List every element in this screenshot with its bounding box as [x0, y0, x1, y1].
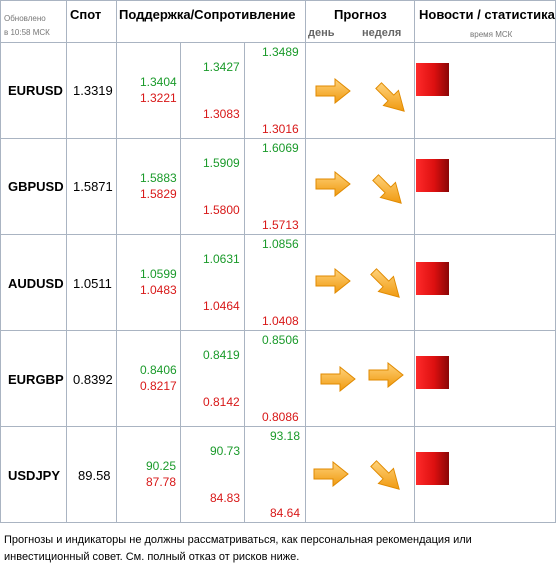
resistance-2: 1.3083 — [203, 107, 240, 121]
spot-eurusd: 1.3319 — [73, 83, 113, 98]
support-3: 0.8506 — [262, 333, 299, 347]
support-2: 90.73 — [210, 444, 241, 458]
pair-audusd: AUDUSD — [8, 276, 64, 291]
pair-gbpusd: GBPUSD — [8, 179, 64, 194]
pair-eurusd: EURUSD — [8, 83, 63, 98]
support-3: 93.18 — [270, 429, 301, 443]
news-square-icon[interactable] — [416, 63, 449, 96]
col-divider — [414, 0, 415, 523]
table-top-border — [0, 0, 556, 1]
resistance-2: 0.8142 — [203, 395, 240, 409]
resistance-3: 0.8086 — [262, 410, 299, 424]
news-square-icon[interactable] — [416, 159, 449, 192]
forecast-week-arrow-down-right-icon — [372, 174, 402, 204]
row-divider — [0, 330, 556, 331]
table-bottom-border — [0, 522, 556, 523]
support-2: 0.8419 — [203, 348, 240, 362]
resistance-3: 1.5713 — [262, 218, 299, 232]
resistance-2: 1.0464 — [203, 299, 240, 313]
news-time-label: время МСК — [470, 30, 513, 39]
table-left-border — [0, 0, 1, 523]
resistance-1: 0.8217 — [140, 379, 177, 393]
header-divider — [0, 42, 556, 43]
support-resistance-header: Поддержка/Сопротивление — [119, 7, 296, 22]
updated-time: в 10:58 МСК — [4, 28, 50, 37]
resistance-2: 84.83 — [210, 491, 241, 505]
col-divider — [116, 0, 117, 523]
table-right-border — [555, 0, 556, 523]
news-header: Новости / статистика — [419, 7, 555, 22]
forecast-day-arrow-right-icon — [320, 366, 356, 392]
updated-label: Обновлено — [4, 14, 46, 23]
spot-eurgbp: 0.8392 — [73, 372, 113, 387]
col-divider — [305, 0, 306, 523]
forecast-week-arrow-right-icon — [368, 362, 404, 388]
col-divider — [180, 42, 181, 523]
forecast-day-label: день — [308, 27, 335, 39]
resistance-3: 1.0408 — [262, 314, 299, 328]
news-square-icon[interactable] — [416, 262, 449, 295]
support-3: 1.0856 — [262, 237, 299, 251]
support-2: 1.5909 — [203, 156, 240, 170]
spot-usdjpy: 89.58 — [78, 468, 111, 483]
support-2: 1.0631 — [203, 252, 240, 266]
pair-eurgbp: EURGBP — [8, 372, 64, 387]
forecast-day-arrow-right-icon — [315, 78, 351, 104]
disclaimer-text: Прогнозы и индикаторы не должны рассматр… — [4, 534, 472, 563]
news-square-icon[interactable] — [416, 452, 449, 485]
support-3: 1.6069 — [262, 141, 299, 155]
resistance-2: 1.5800 — [203, 203, 240, 217]
support-2: 1.3427 — [203, 60, 240, 74]
resistance-1: 87.78 — [146, 475, 177, 489]
spot-gbpusd: 1.5871 — [73, 179, 113, 194]
support-1: 0.8406 — [140, 363, 177, 377]
resistance-1: 1.5829 — [140, 187, 177, 201]
forecast-day-arrow-right-icon — [313, 461, 349, 487]
forecast-week-arrow-down-right-icon — [370, 268, 400, 298]
forecast-header: Прогноз — [334, 7, 387, 22]
row-divider — [0, 234, 556, 235]
support-1: 1.3404 — [140, 75, 177, 89]
forecast-day-arrow-right-icon — [315, 268, 351, 294]
support-1: 1.0599 — [140, 267, 177, 281]
resistance-1: 1.3221 — [140, 91, 177, 105]
support-1: 90.25 — [146, 459, 177, 473]
support-1: 1.5883 — [140, 171, 177, 185]
forecast-week-arrow-down-right-icon — [370, 460, 400, 490]
col-divider — [244, 42, 245, 523]
news-square-icon[interactable] — [416, 356, 449, 389]
resistance-3: 1.3016 — [262, 122, 299, 136]
resistance-3: 84.64 — [270, 506, 301, 520]
forecast-week-label: неделя — [362, 27, 402, 39]
row-divider — [0, 426, 556, 427]
forecast-week-arrow-down-right-icon — [375, 82, 405, 112]
spot-header: Спот — [70, 7, 102, 22]
forecast-day-arrow-right-icon — [315, 171, 351, 197]
spot-audusd: 1.0511 — [73, 276, 112, 291]
resistance-1: 1.0483 — [140, 283, 177, 297]
row-divider — [0, 138, 556, 139]
pair-usdjpy: USDJPY — [8, 468, 61, 483]
support-3: 1.3489 — [262, 45, 299, 59]
col-divider — [66, 0, 67, 523]
